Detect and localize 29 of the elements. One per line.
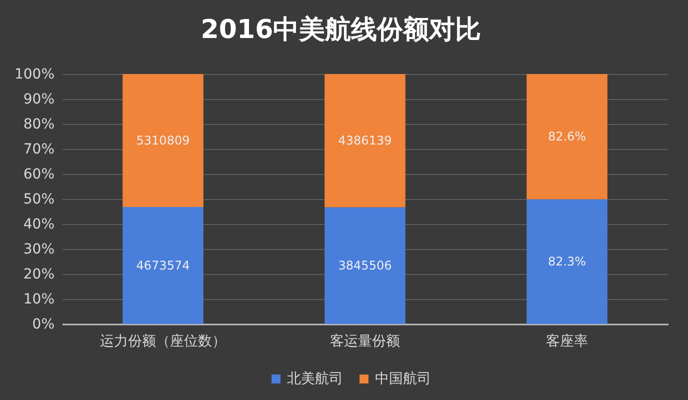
bar: [122, 207, 204, 324]
y-tick-label: 70%: [23, 142, 54, 158]
bar: [122, 74, 204, 207]
y-tick-label: 30%: [23, 242, 54, 258]
legend-label: 北美航司: [287, 371, 343, 387]
x-tick-label: 客座率: [546, 334, 588, 350]
y-tick-label: 0%: [32, 316, 54, 332]
y-tick-label: 60%: [23, 166, 54, 182]
bar: [324, 74, 406, 208]
annotation: 4673574: [136, 258, 190, 272]
y-tick-label: 10%: [23, 292, 54, 308]
annotation: 4386139: [338, 134, 392, 148]
y-tick-label: 90%: [23, 92, 54, 108]
legend-label: 中国航司: [375, 371, 431, 387]
y-tick-label: 20%: [23, 266, 54, 282]
bar: [526, 74, 608, 200]
y-tick-label: 100%: [14, 66, 54, 82]
chart-title: 2016中美航线份额对比: [200, 15, 482, 45]
bar: [324, 207, 406, 324]
annotation: 5310809: [136, 134, 190, 148]
annotation: 82.3%: [548, 254, 586, 269]
y-tick-label: 40%: [23, 216, 54, 232]
annotation: 3845506: [338, 258, 392, 273]
x-tick-label: 运力份额（座位数）: [100, 334, 226, 350]
annotation: 82.6%: [548, 130, 586, 144]
bar: [526, 199, 608, 324]
x-tick-label: 客运量份额: [330, 334, 400, 350]
y-tick-label: 50%: [23, 192, 54, 208]
y-tick-label: 80%: [23, 116, 54, 132]
